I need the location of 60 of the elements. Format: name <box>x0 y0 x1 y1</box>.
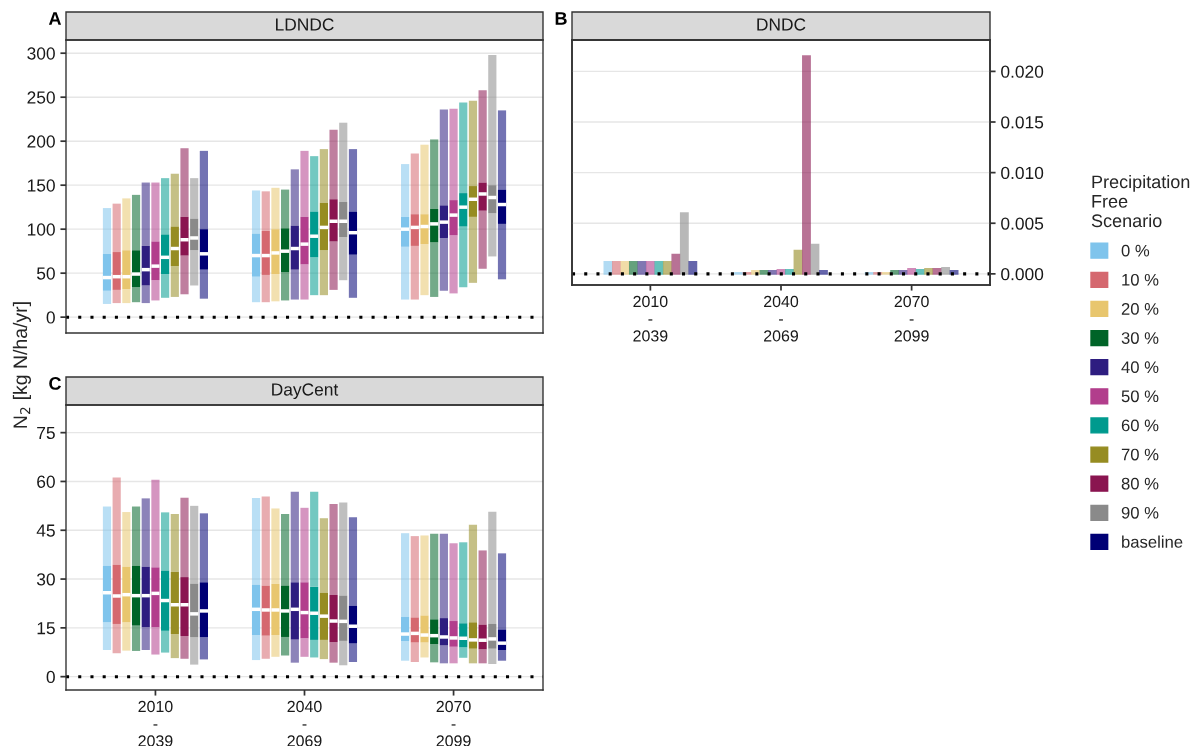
y-tick-label: 0 <box>46 670 55 684</box>
y-tick-label: 200 <box>27 135 55 148</box>
y-tick-label: 60 <box>37 475 55 488</box>
legend-label: 10 % <box>1122 273 1159 286</box>
y-tick-label: 100 <box>27 223 55 236</box>
x-tick-label: 2010 - 2039 <box>633 295 668 342</box>
bar <box>785 268 794 275</box>
y-axis-title: N$_{2}$ [kg N/ha/yr] <box>12 302 31 428</box>
x-tick-label: 2040 - 2069 <box>764 295 799 342</box>
text: B <box>555 12 567 25</box>
bar <box>941 266 951 275</box>
y-tick-label: 300 <box>27 47 55 60</box>
bar <box>662 260 672 275</box>
y-tick-label: 75 <box>37 427 55 440</box>
x-tick-label: 2010 - 2039 <box>138 700 173 746</box>
y-tick-label: 15 <box>37 622 55 635</box>
bar <box>688 260 698 275</box>
legend-label: baseline <box>1122 535 1183 548</box>
y2-tick-label: 0.000 <box>1001 268 1044 281</box>
bar <box>793 249 803 275</box>
bar <box>759 269 769 275</box>
bar <box>620 260 630 275</box>
legend-label: 80 % <box>1121 477 1159 490</box>
legend-label: 90 % <box>1121 506 1159 519</box>
x-tick-label: 2070 - 2099 <box>436 700 471 746</box>
legend-label: 0 % <box>1121 244 1150 257</box>
bar <box>637 260 647 275</box>
y-tick-label: 50 <box>36 267 55 280</box>
legend-label: 70 % <box>1121 448 1159 461</box>
legend-label: 60 % <box>1121 419 1159 432</box>
legend-label: 40 % <box>1121 361 1159 374</box>
y-tick-label: 30 <box>36 573 55 586</box>
legend-label: 50 % <box>1121 390 1159 403</box>
y2-tick-label: 0.005 <box>1001 217 1044 230</box>
legend-label: 30 % <box>1121 332 1159 344</box>
y-tick-label: 0 <box>46 311 55 324</box>
bar <box>907 267 917 275</box>
y-tick-label: 150 <box>27 179 55 192</box>
y2-tick-label: 0.020 <box>1001 65 1044 78</box>
y2-tick-label: 0.010 <box>1001 166 1044 180</box>
x-tick-label: 2040 - 2069 <box>287 700 322 746</box>
text: C <box>49 377 62 390</box>
legend-title: Precipitation Free Scenario <box>1091 175 1190 228</box>
text: A <box>48 12 62 25</box>
bar <box>802 55 811 275</box>
bar <box>603 260 613 275</box>
y-tick-label: 250 <box>27 91 55 104</box>
chart-title: LDNDC <box>276 18 334 31</box>
bar <box>679 212 689 275</box>
chart-title: DayCent <box>272 383 339 400</box>
bar <box>915 268 925 275</box>
bar <box>654 260 664 275</box>
legend-label: 20 % <box>1121 303 1159 315</box>
y2-tick-label: 0.015 <box>1001 116 1044 129</box>
bar <box>611 260 621 275</box>
x-tick-label: 2070 - 2099 <box>894 295 929 342</box>
chart-title: DNDC <box>757 18 806 31</box>
bar <box>671 253 681 275</box>
bar <box>819 269 828 275</box>
y-tick-label: 45 <box>36 524 55 537</box>
